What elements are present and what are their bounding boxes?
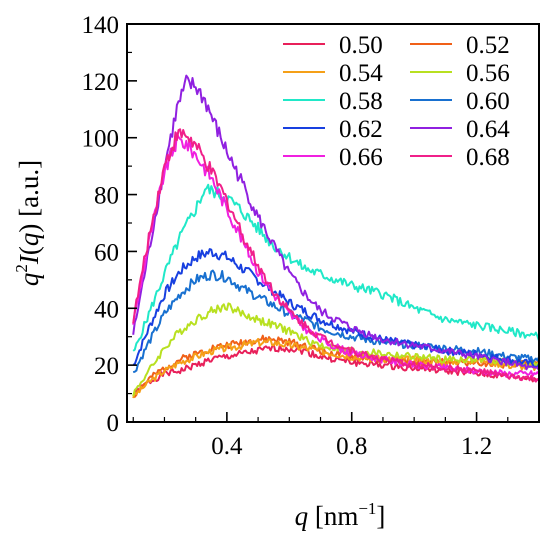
series-line-0-64 — [132, 74, 540, 371]
x-axis-title: q [nm−1] — [295, 499, 386, 531]
x-axis-title-text: q [nm−1] — [295, 499, 386, 531]
y-tick-label: 0 — [107, 410, 120, 437]
series-line-0-60 — [132, 269, 540, 374]
legend-label: 0.52 — [466, 32, 510, 59]
x-tick-label: 0.8 — [336, 433, 367, 460]
legend-label: 0.66 — [339, 144, 383, 171]
legend-label: 0.64 — [466, 116, 510, 143]
legend-label: 0.56 — [466, 60, 510, 87]
y-tick-label: 120 — [82, 69, 120, 96]
y-axis-title: q2I(q) [a.u.] — [12, 160, 44, 286]
y-axis-title-text: q2I(q) [a.u.] — [12, 160, 44, 286]
y-tick-label: 20 — [94, 353, 119, 380]
series-line-0-68 — [132, 128, 540, 383]
legend-label: 0.68 — [466, 144, 510, 171]
legend-label: 0.54 — [339, 60, 383, 87]
legend-label: 0.50 — [339, 32, 383, 59]
series-line-0-54 — [132, 337, 540, 399]
legend: 0.50 0.52 0.54 0.56 0.58 0.60 0.62 0.64 0.66 0.68 — [283, 32, 510, 171]
y-tick-label: 140 — [82, 12, 120, 39]
y-tick-label: 80 — [94, 183, 119, 210]
y-tick-label: 60 — [94, 239, 119, 266]
legend-label: 0.58 — [339, 88, 383, 115]
legend-label: 0.62 — [339, 116, 383, 143]
y-tick-label: 100 — [82, 126, 120, 153]
y-axis: 0 20 40 60 80 100 120 140 — [82, 12, 137, 437]
legend-label: 0.60 — [466, 88, 510, 115]
y-tick-label: 40 — [94, 296, 119, 323]
series-line-0-58 — [132, 183, 540, 352]
series-layer — [132, 74, 540, 399]
x-axis: 0.4 0.8 1.2 — [132, 412, 540, 460]
x-tick-label: 1.2 — [461, 433, 492, 460]
x-tick-label: 0.4 — [211, 433, 243, 460]
